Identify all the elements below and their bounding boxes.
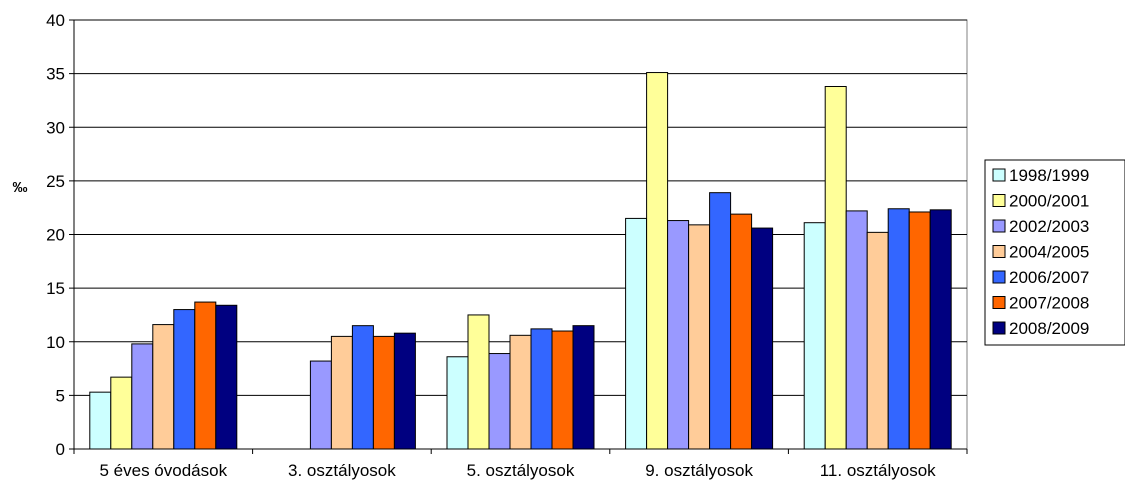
y-axis-ticks: 0 5 10 15 20 25 30 35 40: [46, 11, 74, 459]
bar: [351, 325, 374, 450]
y-tick-label: 40: [46, 11, 65, 30]
bar: [625, 217, 648, 450]
legend-label: 2004/2005: [1009, 243, 1089, 262]
bar: [803, 222, 826, 450]
x-tick-label: 11. osztályosok: [820, 461, 936, 480]
bar: [509, 334, 532, 450]
bar: [866, 231, 889, 450]
bar: [572, 325, 595, 450]
bar: [929, 209, 952, 450]
legend-box: [984, 159, 1125, 346]
bar: [131, 343, 154, 450]
bar: [173, 309, 196, 450]
bar: [646, 72, 669, 450]
legend-label: 2008/2009: [1009, 319, 1089, 338]
legend-swatch: [992, 194, 1006, 207]
bar: [530, 328, 553, 450]
bar: [467, 314, 490, 450]
bar: [751, 227, 774, 450]
bar: [667, 220, 690, 450]
x-tick-label: 3. osztályosok: [288, 461, 396, 480]
bar: [709, 192, 732, 450]
legend-label: 2006/2007: [1009, 268, 1089, 287]
bar: [688, 224, 711, 450]
bar: [330, 335, 353, 450]
bar: [730, 213, 753, 450]
y-tick-label: 10: [46, 333, 65, 352]
bar: [551, 330, 574, 450]
bar: [89, 391, 112, 450]
legend-label: 2000/2001: [1009, 192, 1089, 211]
bar: [446, 356, 469, 450]
bar: [887, 208, 910, 450]
y-tick-label: 5: [56, 386, 65, 405]
bar: [194, 301, 217, 450]
legend-label: 1998/1999: [1009, 166, 1089, 185]
y-tick-label: 15: [46, 279, 65, 298]
legend-label: 2002/2003: [1009, 217, 1089, 236]
x-tick-label: 5 éves óvodások: [100, 461, 228, 480]
legend: 1998/1999 2000/2001 2002/2003 2004/2005 2006…: [984, 159, 1125, 346]
bar: [110, 376, 133, 450]
bar: [908, 211, 931, 450]
legend-swatch: [992, 270, 1006, 284]
bar: [372, 335, 395, 450]
x-axis-ticks: 5 éves óvodások 3. osztályosok 5. osztályo…: [73, 449, 968, 480]
y-axis-label: ‰: [13, 179, 28, 196]
bars: [89, 72, 952, 450]
bar: [824, 85, 847, 450]
x-tick-label: 9. osztályosok: [645, 461, 753, 480]
legend-swatch: [992, 321, 1006, 335]
legend-label: 2007/2008: [1009, 294, 1089, 313]
y-tick-label: 25: [46, 172, 65, 191]
y-tick-label: 35: [46, 65, 65, 84]
y-tick-label: 0: [56, 440, 65, 459]
legend-swatch: [992, 168, 1006, 182]
bar: [393, 332, 416, 450]
x-tick-label: 5. osztályosok: [467, 461, 575, 480]
legend-swatch: [992, 245, 1006, 258]
bar: [488, 353, 511, 450]
bar: [215, 304, 238, 450]
y-tick-label: 30: [46, 118, 65, 137]
bar: [309, 360, 332, 450]
legend-swatch: [992, 219, 1006, 233]
y-tick-label: 20: [46, 226, 65, 245]
bar: [152, 324, 175, 450]
legend-swatch: [992, 296, 1006, 309]
bar: [845, 210, 868, 450]
